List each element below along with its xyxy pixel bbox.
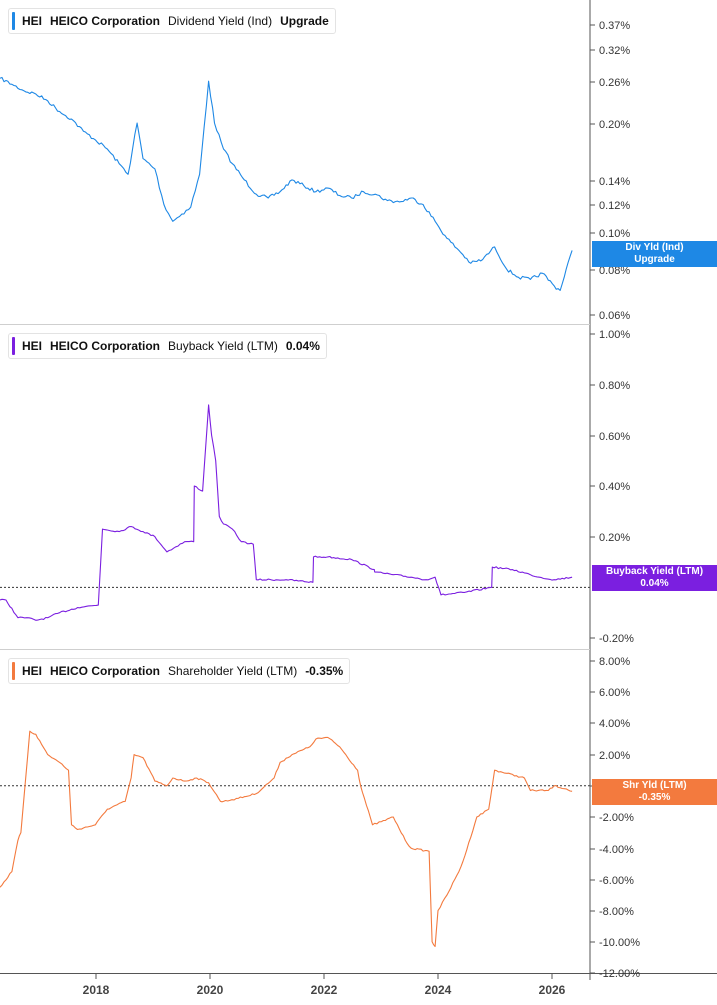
y-tick-label: 6.00% <box>599 687 630 699</box>
y-tick-label: 0.26% <box>599 77 630 89</box>
y-tick-label: -2.00% <box>599 812 634 824</box>
series-color-swatch <box>12 662 15 680</box>
y-tick-label: 0.32% <box>599 45 630 57</box>
x-tick-label: 2022 <box>311 983 338 997</box>
y-tick-label: 0.12% <box>599 200 630 212</box>
series-line-2 <box>0 404 573 621</box>
y-tick-label: 0.08% <box>599 265 630 277</box>
legend-value: Upgrade <box>280 14 329 28</box>
tag-value: -0.35% <box>638 792 671 803</box>
tag-value: 0.04% <box>640 578 669 589</box>
legend-metric: Dividend Yield (Ind) <box>168 14 273 28</box>
y-tick-label: -6.00% <box>599 875 634 887</box>
series-line-3 <box>0 730 573 948</box>
y-tick-label: 0.06% <box>599 310 630 322</box>
y-tick-label: 8.00% <box>599 656 630 668</box>
y-tick-label: -10.00% <box>599 937 640 949</box>
y-tick-label: 0.80% <box>599 380 630 392</box>
y-tick-label: -8.00% <box>599 906 634 918</box>
tag-label: Buyback Yield (LTM) <box>605 566 704 577</box>
legend-company: HEICO Corporation <box>50 339 161 353</box>
y-tick-label: 1.00% <box>599 329 630 341</box>
last-value-tag-dividend: Div Yld (Ind) Upgrade <box>592 241 717 267</box>
x-tick-label: 2026 <box>539 983 566 997</box>
legend-dividend-yield[interactable]: HEI HEICO Corporation Dividend Yield (In… <box>8 8 336 34</box>
y-tick-label: 0.40% <box>599 481 630 493</box>
legend-company: HEICO Corporation <box>50 664 161 678</box>
legend-ticker: HEI <box>22 14 43 28</box>
legend-buyback-yield[interactable]: HEI HEICO Corporation Buyback Yield (LTM… <box>8 333 327 359</box>
y-tick-label: 0.20% <box>599 532 630 544</box>
y-tick-label: 2.00% <box>599 750 630 762</box>
legend-ticker: HEI <box>22 664 43 678</box>
series-color-swatch <box>12 12 15 30</box>
legend-company: HEICO Corporation <box>50 14 161 28</box>
legend-value: -0.35% <box>305 664 344 678</box>
y-tick-label: -0.20% <box>599 633 634 645</box>
legend-value: 0.04% <box>285 339 320 353</box>
y-tick-label: 0.60% <box>599 431 630 443</box>
y-tick-label: 4.00% <box>599 718 630 730</box>
y-tick-label: -12.00% <box>599 968 640 980</box>
y-tick-label: 0.10% <box>599 228 630 240</box>
last-value-tag-buyback: Buyback Yield (LTM) 0.04% <box>592 565 717 591</box>
last-value-tag-shareholder: Shr Yld (LTM) -0.35% <box>592 779 717 805</box>
tag-label: Div Yld (Ind) <box>625 242 684 253</box>
y-tick-label: -4.00% <box>599 844 634 856</box>
legend-shareholder-yield[interactable]: HEI HEICO Corporation Shareholder Yield … <box>8 658 351 684</box>
series-color-swatch <box>12 337 15 355</box>
legend-ticker: HEI <box>22 339 43 353</box>
legend-metric: Buyback Yield (LTM) <box>168 339 278 353</box>
tag-value: Upgrade <box>634 254 675 265</box>
x-tick-label: 2024 <box>425 983 452 997</box>
y-tick-label: 0.20% <box>599 119 630 131</box>
plots-layer <box>0 76 590 948</box>
tag-label: Shr Yld (LTM) <box>622 780 687 791</box>
x-tick-label: 2020 <box>197 983 224 997</box>
y-tick-label: 0.37% <box>599 20 630 32</box>
y-tick-label: 0.14% <box>599 176 630 188</box>
x-tick-label: 2018 <box>83 983 110 997</box>
legend-metric: Shareholder Yield (LTM) <box>168 664 298 678</box>
series-line-1 <box>0 76 573 291</box>
